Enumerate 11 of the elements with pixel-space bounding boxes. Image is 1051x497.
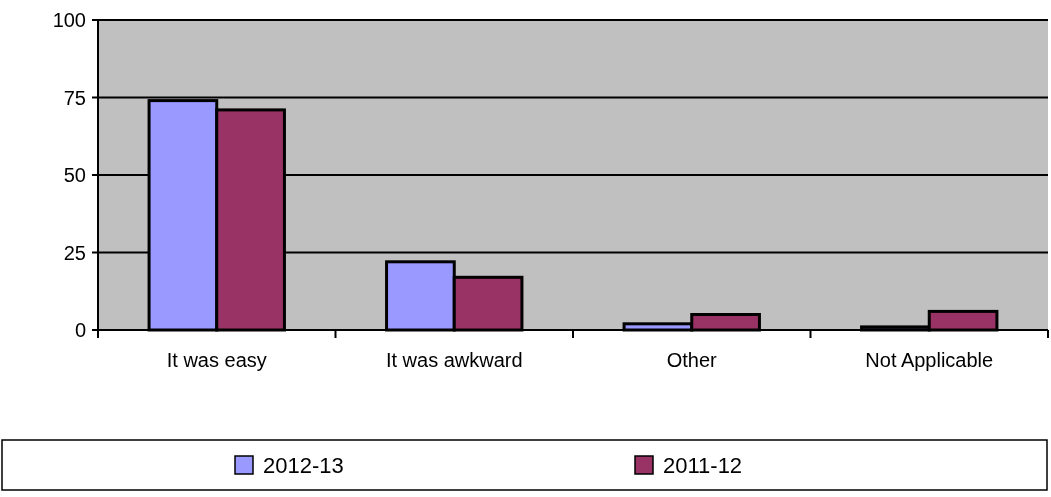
y-tick-label: 75	[63, 86, 86, 109]
y-tick-label: 50	[63, 164, 86, 186]
legend-label: 2012-13	[263, 452, 344, 478]
x-tick-label: Not Applicable	[865, 349, 994, 371]
x-tick-label: It was easy	[166, 349, 267, 371]
legend-label: 2011-12	[663, 452, 743, 478]
x-tick-label: Other	[666, 349, 718, 371]
x-tick-label: It was awkward	[385, 349, 523, 371]
y-tick-label: 100	[52, 9, 86, 31]
y-tick-label: 25	[63, 241, 86, 264]
y-tick-label: 0	[74, 319, 86, 341]
